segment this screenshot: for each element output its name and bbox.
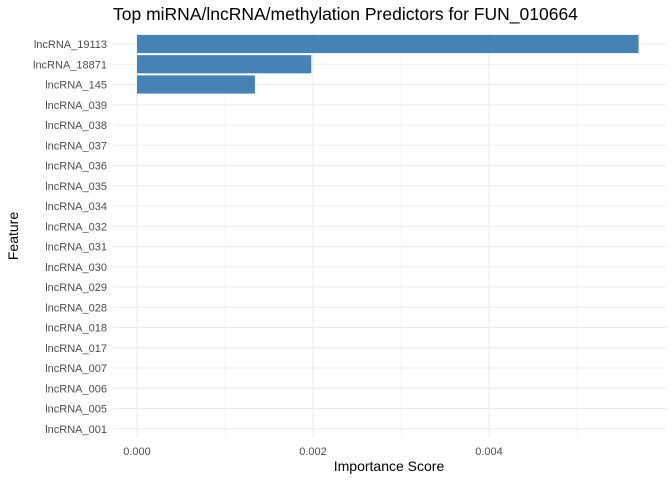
y-tick-label: lncRNA_19113 xyxy=(34,39,107,51)
x-tick-labels: 0.000 0.002 0.004 xyxy=(123,446,503,458)
y-tick-label: lncRNA_037 xyxy=(45,140,107,152)
bar-lncRNA_19113 xyxy=(137,34,639,54)
x-tick-label: 0.002 xyxy=(299,446,327,458)
y-tick-label: lncRNA_031 xyxy=(45,242,107,254)
y-tick-label: lncRNA_18871 xyxy=(33,59,107,71)
y-tick-label: lncRNA_030 xyxy=(45,262,107,274)
bar-lncRNA_145 xyxy=(137,75,255,94)
y-tick-label: lncRNA_005 xyxy=(45,404,107,416)
x-tick-label: 0.000 xyxy=(123,446,151,458)
y-tick-label: lncRNA_028 xyxy=(45,302,107,314)
y-tick-label: lncRNA_035 xyxy=(45,181,107,193)
bars xyxy=(137,34,639,94)
y-tick-label: lncRNA_036 xyxy=(45,161,107,173)
y-tick-label: lncRNA_038 xyxy=(45,120,107,132)
y-tick-label: lncRNA_029 xyxy=(45,282,107,294)
y-tick-label: lncRNA_006 xyxy=(45,383,107,395)
x-tick-label: 0.004 xyxy=(475,446,503,458)
chart-title: Top miRNA/lncRNA/methylation Predictors … xyxy=(113,4,578,25)
y-tick-label: lncRNA_018 xyxy=(45,323,107,335)
y-tick-label: lncRNA_039 xyxy=(45,100,107,112)
grid xyxy=(113,33,666,438)
y-tick-label: lncRNA_001 xyxy=(45,424,107,436)
y-tick-label: lncRNA_017 xyxy=(45,343,107,355)
y-tick-labels: lncRNA_19113 lncRNA_18871 lncRNA_145 lncRNA… xyxy=(33,39,107,436)
y-tick-label: lncRNA_034 xyxy=(45,201,107,213)
bar-lncRNA_18871 xyxy=(137,55,312,74)
x-axis-title: Importance Score xyxy=(334,458,445,474)
y-tick-label: lncRNA_032 xyxy=(45,221,107,233)
y-axis-title: Feature xyxy=(5,212,21,260)
y-tick-label: lncRNA_145 xyxy=(45,80,107,92)
y-tick-label: lncRNA_007 xyxy=(45,363,107,375)
